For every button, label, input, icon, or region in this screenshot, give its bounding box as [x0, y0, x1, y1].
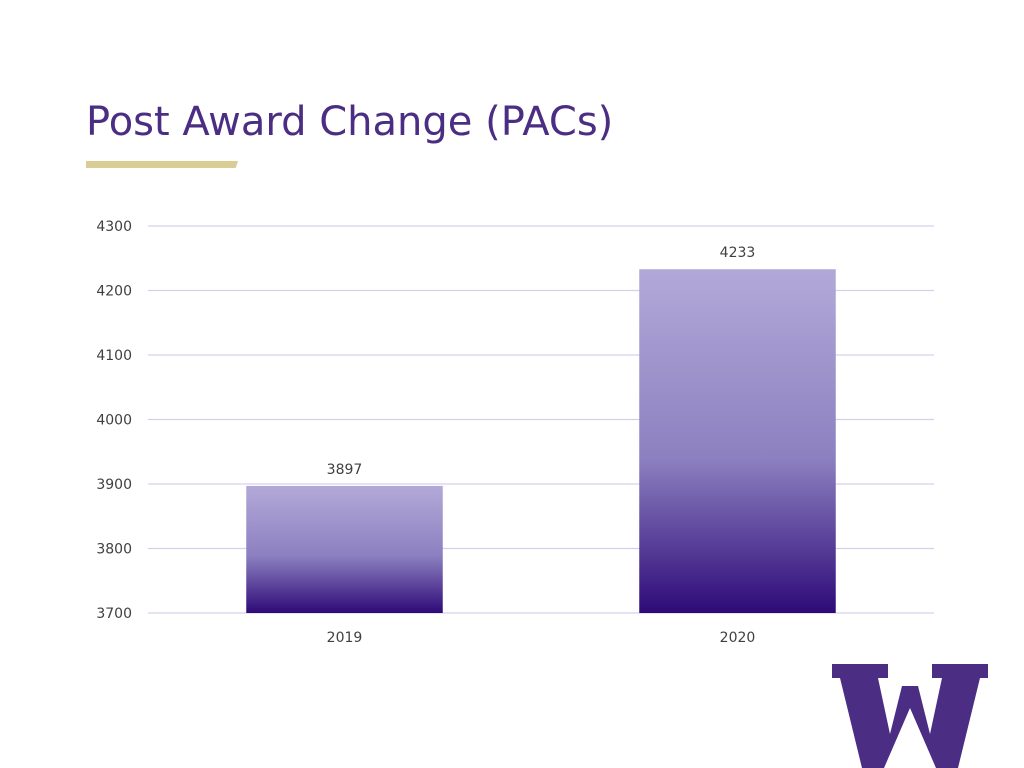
y-tick-label: 3900	[96, 477, 132, 493]
w-logo-icon: W	[832, 664, 988, 768]
x-tick-label-2020: 2020	[720, 630, 756, 646]
data-labels: 3897 4233	[327, 245, 756, 478]
x-axis-tick-labels: 2019 2020	[327, 630, 756, 646]
x-tick-label-2019: 2019	[327, 630, 363, 646]
y-tick-label: 3800	[96, 542, 132, 558]
y-axis-tick-labels: 3700 3800 3900 4000 4100 4200 4300	[96, 219, 132, 622]
y-tick-label: 4100	[96, 348, 132, 364]
title-accent-bar	[86, 161, 238, 168]
bars	[246, 269, 836, 613]
y-tick-label: 4300	[96, 219, 132, 235]
bar-2020	[639, 269, 836, 613]
data-label-2020: 4233	[720, 245, 756, 261]
bar-chart: 3700 3800 3900 4000 4100 4200 4300 3897 4233 20…	[96, 219, 934, 646]
y-tick-label: 3700	[96, 606, 132, 622]
data-label-2019: 3897	[327, 462, 363, 478]
slide-title: Post Award Change (PACs)	[86, 99, 614, 145]
bar-2019	[246, 485, 443, 613]
y-tick-label: 4200	[96, 284, 132, 300]
y-tick-label: 4000	[96, 413, 132, 429]
